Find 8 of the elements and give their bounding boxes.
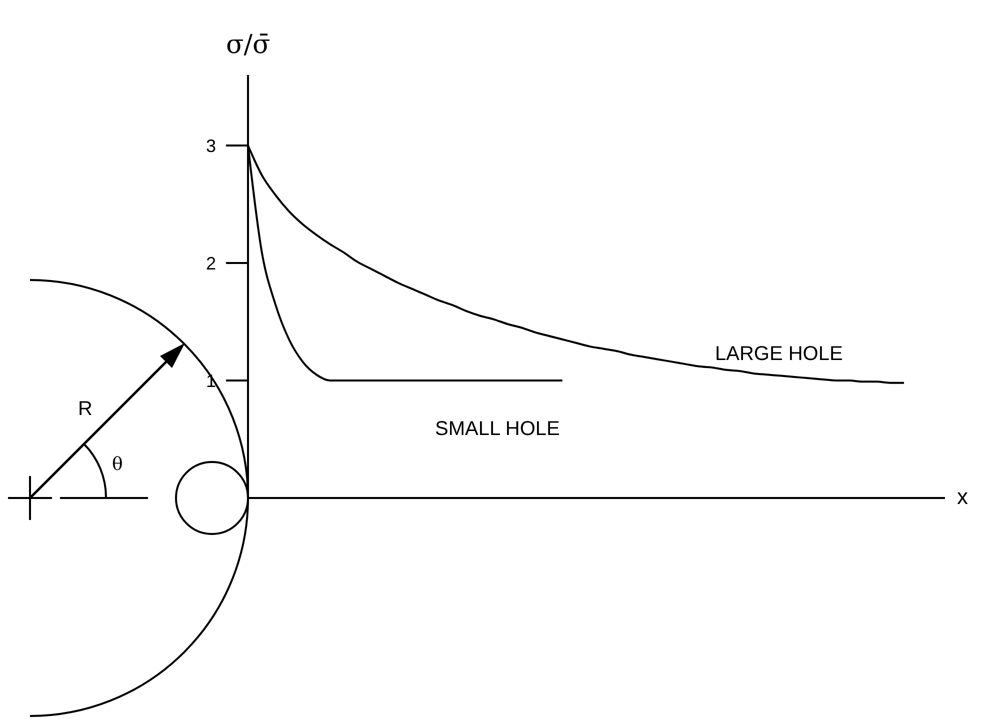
y-tick-label: 3 xyxy=(206,136,216,156)
text: R xyxy=(78,398,92,421)
x-axis-title: x xyxy=(957,484,968,510)
y-tick-label: 2 xyxy=(206,253,216,274)
series-label: LARGE HOLE xyxy=(715,343,843,366)
y-axis-title: σ/σ̄ xyxy=(226,30,270,60)
series-label: SMALL HOLE xyxy=(435,418,560,441)
text: θ xyxy=(112,454,123,475)
